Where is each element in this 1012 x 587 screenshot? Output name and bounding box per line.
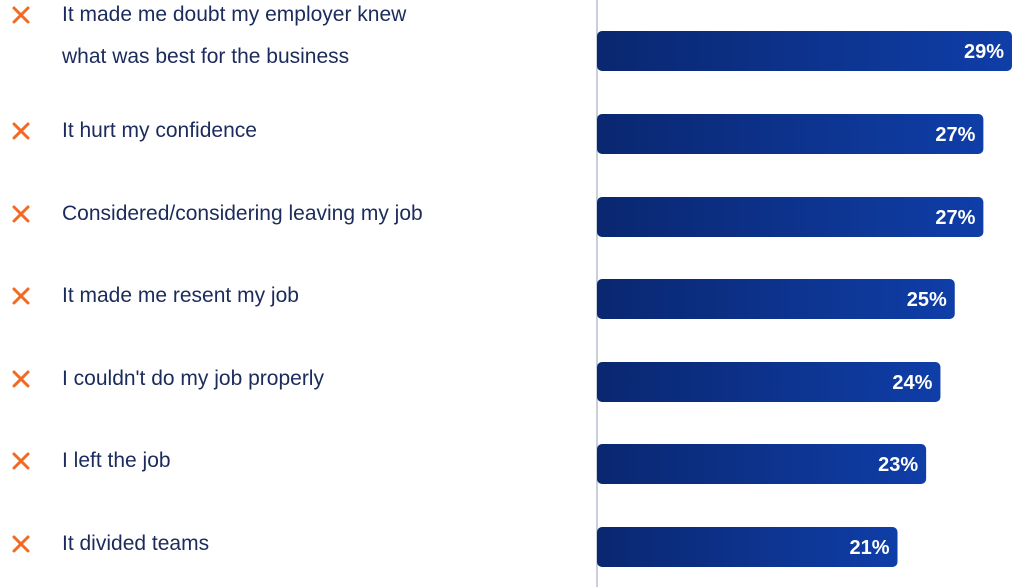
category-label-line: what was best for the business [61, 45, 349, 68]
bar-5 [597, 444, 927, 484]
bar-0 [597, 31, 1012, 71]
bar-value-label: 21% [849, 537, 889, 559]
cross-icon [12, 370, 30, 388]
cross-icon [12, 535, 30, 553]
cross-icon [12, 287, 30, 305]
category-label-line: It made me doubt my employer knew [62, 3, 407, 26]
category-label-line: It divided teams [62, 532, 209, 555]
bar-1 [597, 114, 984, 154]
category-label: I couldn't do my job properly [62, 367, 324, 390]
cross-icon [12, 6, 30, 24]
cross-icon [12, 205, 30, 223]
category-label-line: I couldn't do my job properly [62, 367, 324, 390]
bar-value-label: 27% [935, 124, 975, 146]
bar-value-label: 24% [892, 372, 932, 394]
category-label-line: Considered/considering leaving my job [62, 202, 423, 225]
cross-icon [12, 122, 30, 140]
category-label: It hurt my confidence [62, 119, 257, 142]
category-label-line: I left the job [62, 449, 171, 472]
category-label-line: It hurt my confidence [62, 119, 257, 142]
category-label: Considered/considering leaving my job [62, 202, 423, 225]
category-label: It made me resent my job [62, 284, 299, 307]
category-label: I left the job [62, 449, 171, 472]
chart-rows: 29% It made me doubt my employer knew what… [12, 3, 1012, 567]
bar-value-label: 29% [964, 41, 1004, 63]
bar-value-label: 27% [935, 207, 975, 229]
category-label-line: It made me resent my job [62, 284, 299, 307]
bar-2 [597, 197, 984, 237]
bar-3 [597, 279, 955, 319]
bar-4 [597, 362, 941, 402]
bar-value-label: 23% [878, 454, 918, 476]
cross-icon [12, 452, 30, 470]
bar-value-label: 25% [907, 289, 947, 311]
category-label: It made me doubt my employer knew what wa… [61, 3, 407, 68]
bar-6 [597, 527, 898, 567]
category-label: It divided teams [62, 532, 209, 555]
